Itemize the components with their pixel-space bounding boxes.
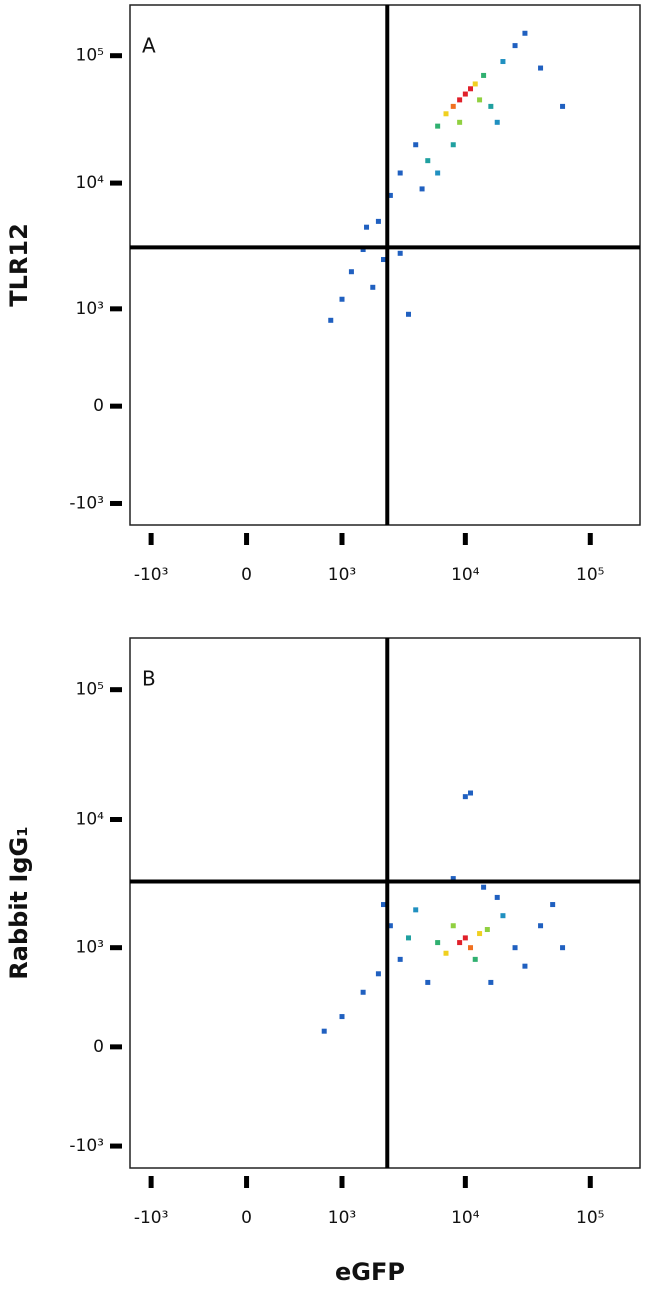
event-dot: [462, 794, 468, 800]
event-dot: [457, 119, 463, 125]
event-dot: [488, 979, 494, 985]
event-dot: [477, 931, 483, 937]
event-dot: [435, 123, 441, 129]
y-tick-label: -10³: [69, 1136, 104, 1156]
y-tick-label: 10⁵: [76, 46, 104, 66]
panel-label: A: [142, 34, 156, 58]
event-dot: [462, 935, 468, 941]
event-dot: [477, 97, 483, 103]
event-dot: [339, 296, 345, 302]
event-dot: [550, 902, 556, 908]
event-dot: [413, 142, 419, 148]
x-tick-label: 10⁴: [451, 1208, 480, 1228]
event-dot: [457, 940, 463, 946]
event-dot: [560, 103, 566, 109]
event-dot: [512, 43, 518, 49]
x-tick-label: -10³: [134, 565, 169, 585]
plot-frame: [129, 4, 641, 526]
event-dot: [370, 284, 376, 290]
event-dot: [405, 311, 411, 317]
event-dot: [462, 91, 468, 97]
x-tick-label: 10⁵: [576, 1208, 604, 1228]
event-dot: [425, 158, 431, 164]
x-tick-label: 10⁵: [576, 565, 604, 585]
event-dot: [481, 884, 487, 890]
event-dot: [381, 257, 387, 263]
event-dot: [560, 945, 566, 951]
event-dot: [381, 902, 387, 908]
event-dot: [328, 317, 334, 323]
y-tick-label: 10³: [76, 299, 104, 319]
event-dot: [397, 956, 403, 962]
event-dot: [450, 923, 456, 929]
event-dot: [522, 963, 528, 969]
event-dot: [375, 971, 381, 977]
event-dot: [405, 935, 411, 941]
event-dot: [397, 170, 403, 176]
event-dot: [413, 907, 419, 913]
y-tick-label: -10³: [69, 493, 104, 513]
y-tick-label: 0: [93, 1037, 104, 1057]
event-dot: [484, 927, 490, 933]
event-dot: [443, 111, 449, 117]
event-dot: [494, 119, 500, 125]
y-tick-label: 10³: [76, 938, 104, 958]
event-dot: [419, 186, 425, 192]
x-tick-label: 0: [241, 1208, 252, 1228]
event-dot: [472, 956, 478, 962]
event-dot: [468, 86, 474, 92]
event-dot: [457, 97, 463, 103]
x-tick-label: 10³: [328, 1208, 356, 1228]
event-dot: [500, 59, 506, 65]
event-dot: [538, 65, 544, 71]
x-tick-label: 10³: [328, 565, 356, 585]
event-dot: [435, 170, 441, 176]
event-dot: [450, 876, 456, 882]
y-tick-label: 10⁵: [76, 680, 104, 700]
event-dot: [500, 913, 506, 919]
y-axis-title: TLR12: [5, 223, 33, 307]
event-dot: [397, 250, 403, 256]
event-dot: [468, 945, 474, 951]
event-dot: [360, 989, 366, 995]
event-dot: [443, 950, 449, 956]
event-dot: [360, 247, 366, 253]
event-dot: [494, 894, 500, 900]
event-dot: [348, 269, 354, 275]
event-dot: [512, 945, 518, 951]
event-dot: [468, 790, 474, 796]
event-dot: [450, 103, 456, 109]
event-dot: [364, 224, 370, 230]
x-tick-label: 0: [241, 565, 252, 585]
event-dot: [387, 923, 393, 929]
event-dot: [450, 142, 456, 148]
panel-label: B: [142, 667, 156, 691]
x-tick-label: -10³: [134, 1208, 169, 1228]
x-tick-label: 10⁴: [451, 565, 480, 585]
y-tick-label: 10⁴: [76, 810, 105, 830]
x-axis-title: eGFP: [335, 1258, 405, 1286]
event-dot: [435, 940, 441, 946]
event-dot: [538, 923, 544, 929]
event-dot: [488, 103, 494, 109]
event-dot: [425, 979, 431, 985]
event-dot: [522, 30, 528, 36]
event-dot: [387, 192, 393, 198]
event-dot: [339, 1014, 345, 1020]
event-dot: [321, 1028, 327, 1034]
y-tick-label: 0: [93, 396, 104, 416]
y-axis-title: Rabbit IgG₁: [5, 826, 33, 979]
y-tick-label: 10⁴: [76, 173, 105, 193]
event-dot: [481, 72, 487, 78]
event-dot: [472, 81, 478, 87]
event-dot: [375, 218, 381, 224]
